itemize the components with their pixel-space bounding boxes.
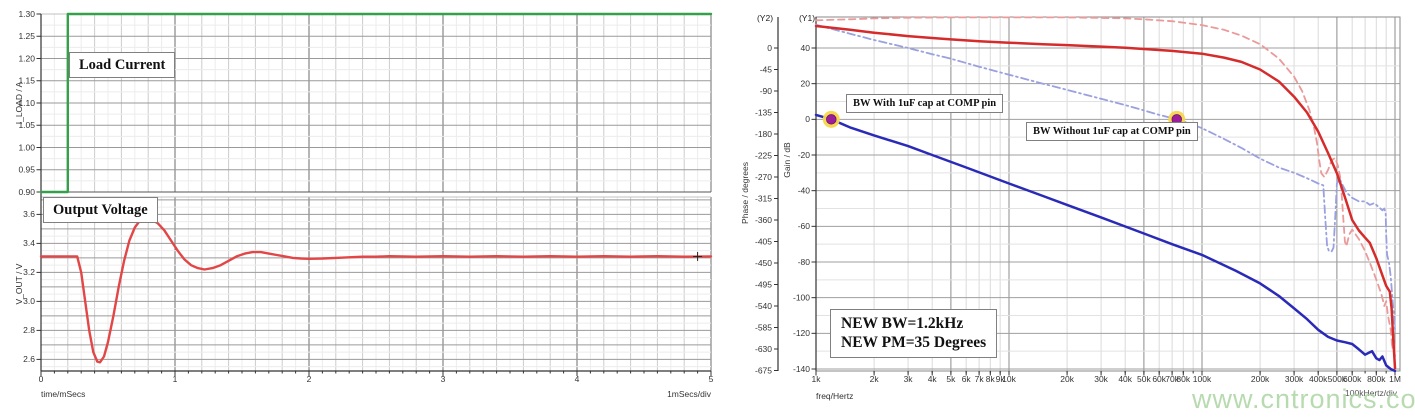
svg-text:10k: 10k: [1002, 374, 1016, 384]
svg-text:4k: 4k: [928, 374, 938, 384]
svg-text:500k: 500k: [1328, 374, 1347, 384]
svg-text:-120: -120: [793, 328, 810, 338]
svg-text:3.6: 3.6: [23, 209, 35, 219]
bw-pm-note: NEW BW=1.2kHz NEW PM=35 Degrees: [830, 309, 998, 358]
svg-text:-80: -80: [798, 257, 811, 267]
svg-text:1.00: 1.00: [18, 142, 35, 152]
svg-text:600k: 600k: [1343, 374, 1362, 384]
svg-text:-180: -180: [755, 129, 772, 139]
svg-text:-630: -630: [755, 344, 772, 354]
svg-text:3.2: 3.2: [23, 267, 35, 277]
svg-text:100kHertz/div: 100kHertz/div: [1345, 388, 1398, 398]
svg-text:-540: -540: [755, 301, 772, 311]
svg-text:2k: 2k: [870, 374, 880, 384]
bode-chart-svg: 0 -45 -90 -135 -180 -225 -270 -315 -360 -405 -450 -…: [740, 13, 1401, 401]
svg-text:9k: 9k: [996, 374, 1006, 384]
svg-text:1.05: 1.05: [18, 120, 35, 130]
svg-text:3.4: 3.4: [23, 238, 35, 248]
svg-text:1mSecs/div: 1mSecs/div: [667, 389, 712, 399]
bw-note-line1: NEW BW=1.2kHz: [841, 315, 964, 332]
svg-text:Gain / dB: Gain / dB: [782, 142, 792, 178]
svg-text:40k: 40k: [1118, 374, 1132, 384]
bw-note-line2: NEW PM=35 Degrees: [841, 334, 987, 352]
svg-text:20k: 20k: [1060, 374, 1074, 384]
svg-text:100k: 100k: [1193, 374, 1212, 384]
svg-text:5k: 5k: [946, 374, 956, 384]
svg-text:-20: -20: [798, 150, 811, 160]
svg-text:1.30: 1.30: [18, 9, 35, 19]
bw-with-cap-label: BW With 1uF cap at COMP pin: [846, 94, 1004, 114]
svg-text:3.0: 3.0: [23, 296, 35, 306]
svg-text:-90: -90: [760, 86, 773, 96]
svg-text:Phase / degrees: Phase / degrees: [740, 162, 750, 224]
svg-text:80k: 80k: [1176, 374, 1190, 384]
svg-text:20: 20: [801, 78, 811, 88]
svg-text:-495: -495: [755, 279, 772, 289]
svg-text:2.6: 2.6: [23, 354, 35, 364]
svg-text:-450: -450: [755, 258, 772, 268]
svg-text:4: 4: [575, 374, 580, 384]
svg-text:50k: 50k: [1137, 374, 1151, 384]
svg-text:3: 3: [441, 374, 446, 384]
svg-text:-405: -405: [755, 236, 772, 246]
svg-text:1.15: 1.15: [18, 76, 35, 86]
load-current-label: Load Current: [69, 52, 176, 79]
svg-text:70k: 70k: [1165, 374, 1179, 384]
svg-text:-60: -60: [798, 221, 811, 231]
svg-text:V_OUT / V: V_OUT / V: [14, 263, 24, 304]
svg-text:-270: -270: [755, 172, 772, 182]
svg-text:-315: -315: [755, 193, 772, 203]
svg-text:-100: -100: [793, 292, 810, 302]
svg-text:-140: -140: [793, 364, 810, 374]
svg-text:800k: 800k: [1367, 374, 1386, 384]
svg-text:3k: 3k: [904, 374, 914, 384]
svg-text:0.95: 0.95: [18, 165, 35, 175]
svg-text:1M: 1M: [1389, 374, 1401, 384]
svg-text:-45: -45: [760, 64, 773, 74]
svg-text:2: 2: [307, 374, 312, 384]
svg-text:1.10: 1.10: [18, 98, 35, 108]
svg-text:freq/Hertz: freq/Hertz: [816, 391, 853, 401]
svg-text:1.25: 1.25: [18, 31, 35, 41]
svg-text:8k: 8k: [986, 374, 996, 384]
svg-text:-225: -225: [755, 150, 772, 160]
svg-text:400k: 400k: [1309, 374, 1328, 384]
svg-text:-360: -360: [755, 215, 772, 225]
svg-text:I_LOAD / A: I_LOAD / A: [14, 81, 24, 124]
svg-text:(Y1): (Y1): [799, 13, 815, 23]
svg-text:1: 1: [173, 374, 178, 384]
output-voltage-label: Output Voltage: [43, 197, 158, 224]
svg-text:-135: -135: [755, 107, 772, 117]
svg-text:5: 5: [709, 374, 714, 384]
svg-text:-40: -40: [798, 185, 811, 195]
svg-text:0: 0: [39, 374, 44, 384]
svg-text:7k: 7k: [975, 374, 985, 384]
svg-text:1k: 1k: [812, 374, 822, 384]
bw-without-cap-label: BW Without 1uF cap at COMP pin: [1026, 122, 1198, 142]
svg-text:0: 0: [805, 114, 810, 124]
svg-text:1.20: 1.20: [18, 53, 35, 63]
svg-text:6k: 6k: [962, 374, 972, 384]
svg-text:2.8: 2.8: [23, 325, 35, 335]
svg-text:40: 40: [801, 43, 811, 53]
svg-text:60k: 60k: [1152, 374, 1166, 384]
svg-text:0.90: 0.90: [18, 187, 35, 197]
svg-text:0: 0: [767, 43, 772, 53]
svg-text:-585: -585: [755, 322, 772, 332]
svg-text:time/mSecs: time/mSecs: [41, 389, 85, 399]
svg-text:200k: 200k: [1251, 374, 1270, 384]
svg-text:(Y2): (Y2): [757, 13, 773, 23]
svg-text:300k: 300k: [1285, 374, 1304, 384]
watermark-text: www.cntronics.com: [1192, 384, 1415, 414]
svg-text:30k: 30k: [1094, 374, 1108, 384]
svg-text:-675: -675: [755, 365, 772, 375]
